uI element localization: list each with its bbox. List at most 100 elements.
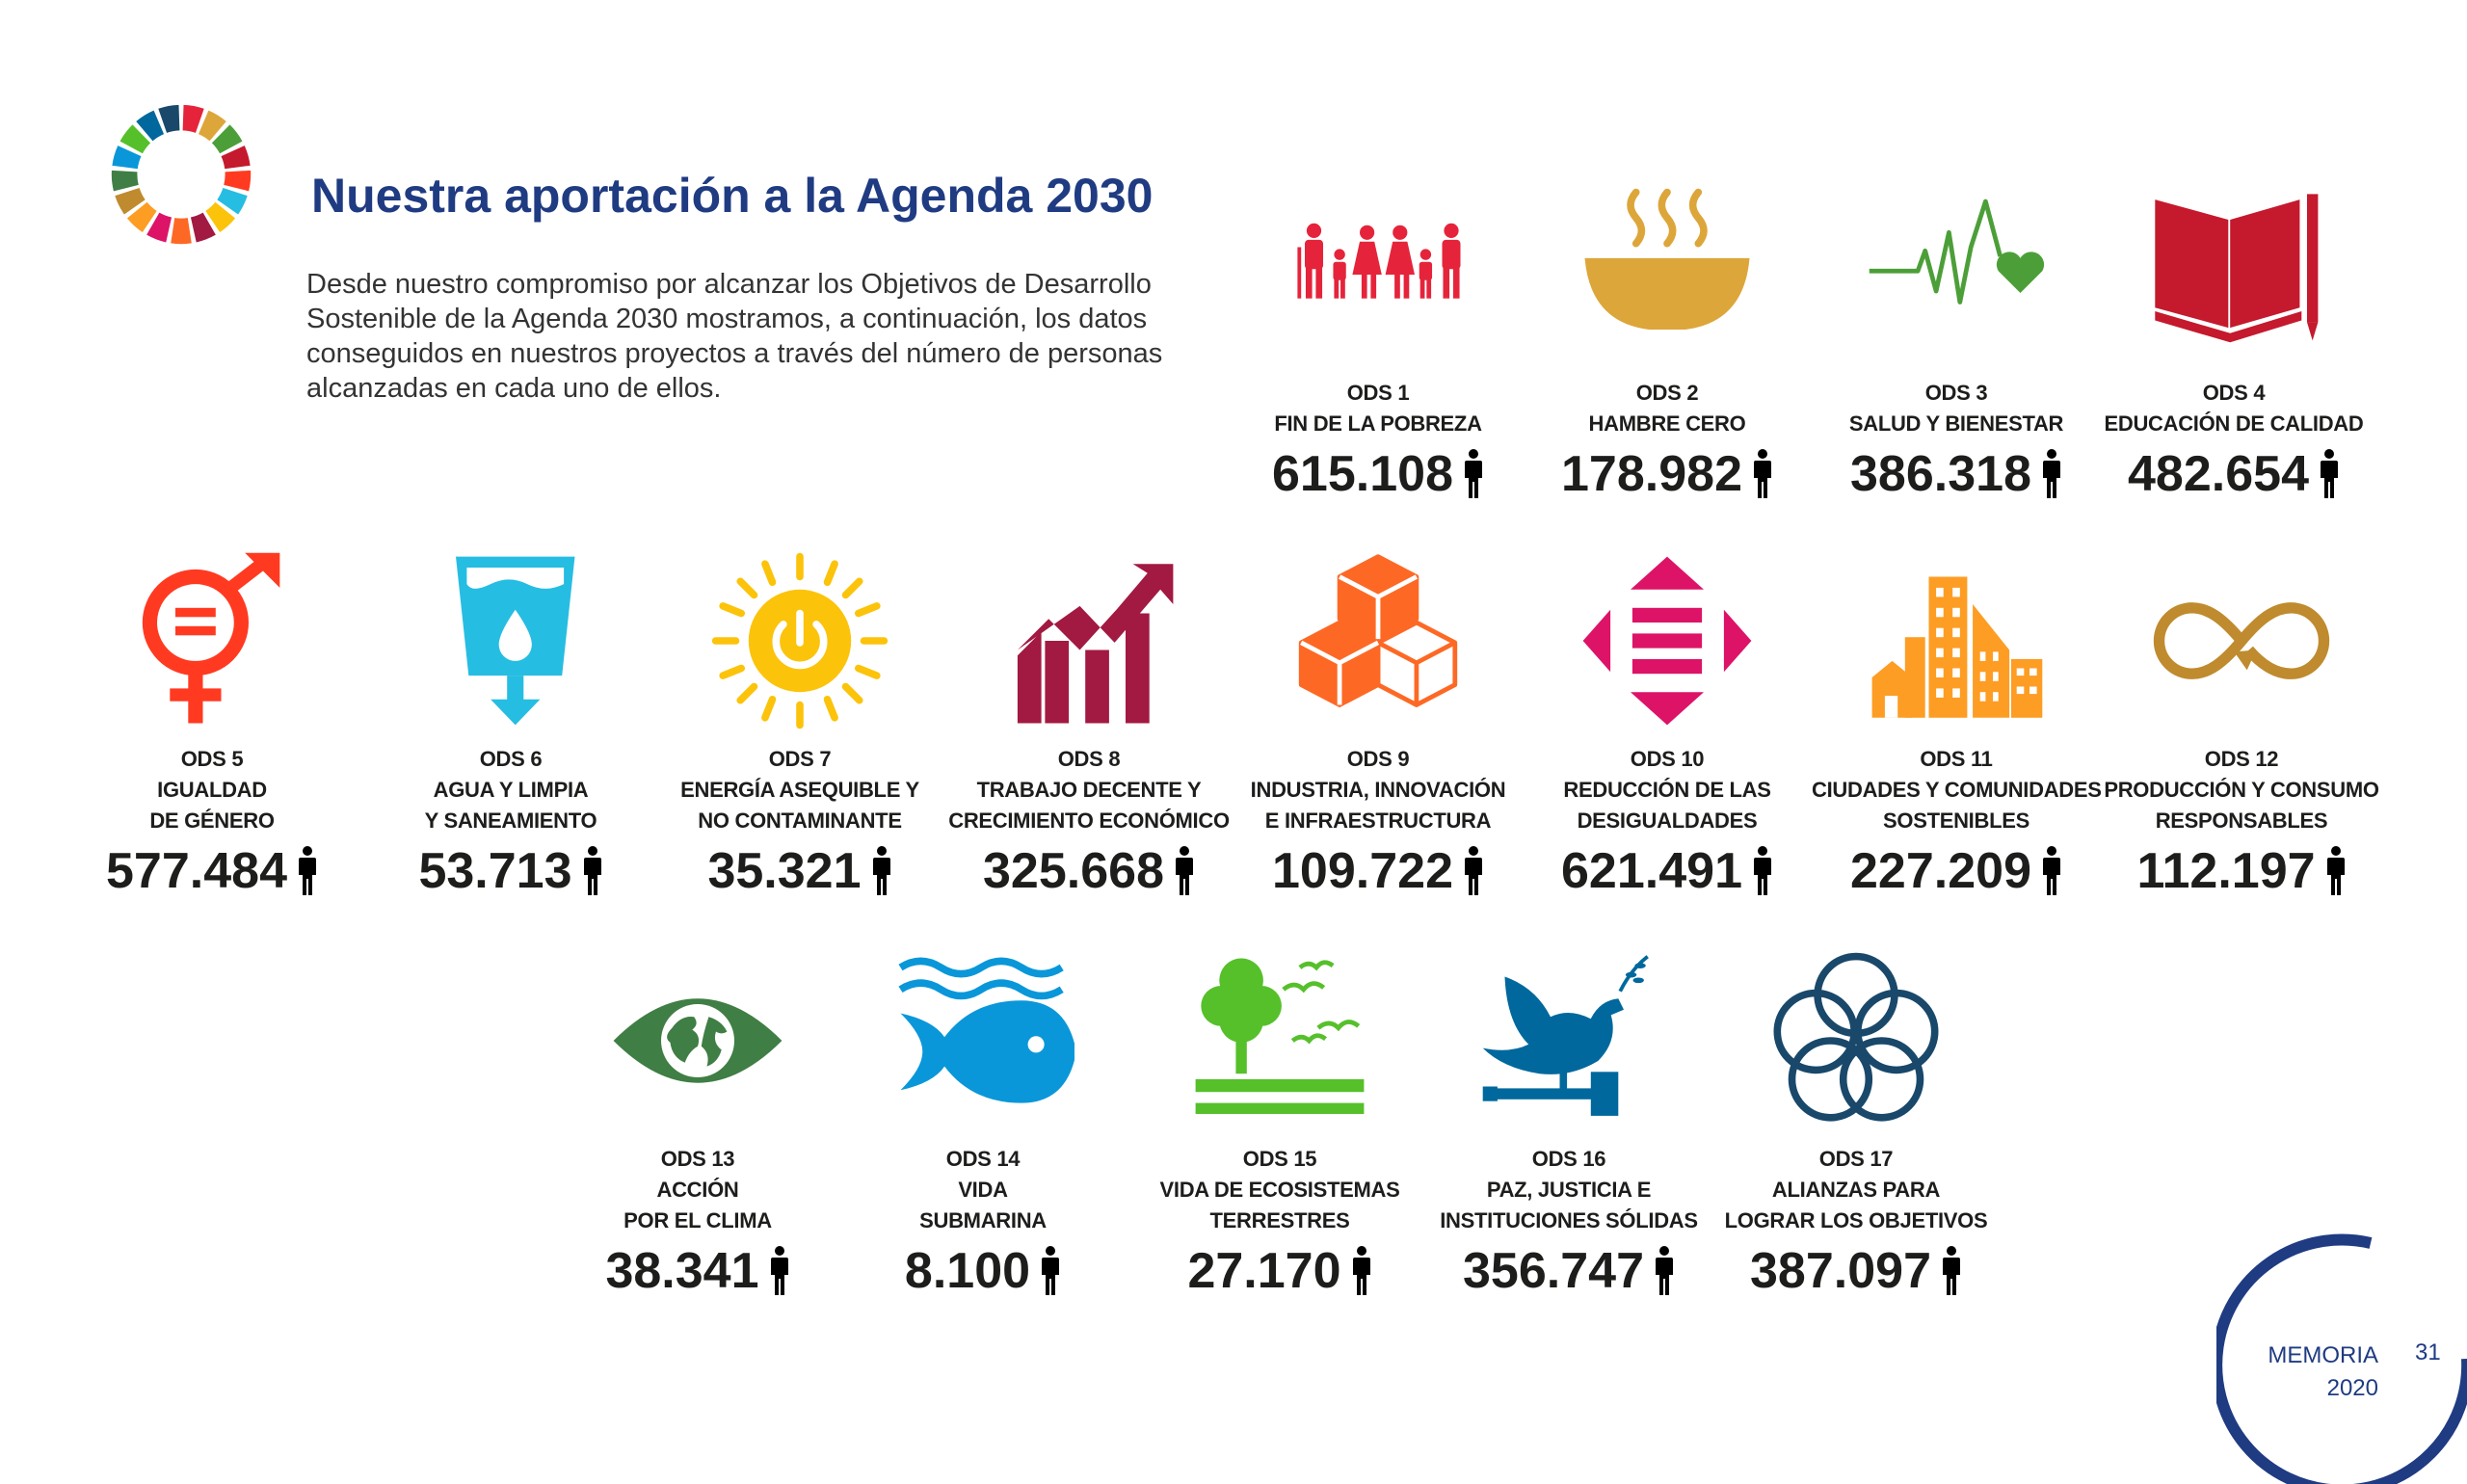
- sdg-code: ODS 8: [1057, 747, 1121, 771]
- sdg-name: SALUD Y BIENESTAR: [1848, 411, 2064, 436]
- sdg-card-17: ODS 17 ALIANZAS PARA LOGRAR LOS OBJETIVO…: [1711, 949, 2001, 1298]
- people-reached-value: 109.722: [1272, 843, 1453, 899]
- dove-gavel-icon: [1482, 955, 1649, 1116]
- wheel-segment: [190, 212, 216, 243]
- sdg-card-15: ODS 15 VIDA DE ECOSISTEMAS TERRESTRES 27…: [1135, 949, 1424, 1298]
- sdg-name: HAMBRE CERO: [1588, 411, 1746, 436]
- sdg-name: PRODUCCIÓN Y CONSUMO: [2104, 778, 2379, 802]
- people-reached-value: 178.982: [1561, 446, 1742, 502]
- sdg-card-1: ODS 1 FIN DE LA POBREZA 615.108: [1234, 183, 1523, 501]
- wheel-segment: [217, 188, 248, 215]
- wheel-segment: [171, 218, 192, 245]
- tree-birds-icon: [1195, 958, 1365, 1114]
- sdg-code: ODS 16: [1531, 1147, 1606, 1171]
- wheel-segment: [115, 188, 146, 215]
- person-icon: [1351, 1245, 1372, 1297]
- sdg-name: Y SANEAMIENTO: [424, 808, 597, 833]
- person-icon: [2041, 448, 2062, 500]
- memoria-label: MEMORIA 2020: [2268, 1339, 2378, 1405]
- sdg-card-5: ODS 5 IGUALDAD DE GÉNERO 577.484: [67, 549, 357, 898]
- memoria-ring-decoration: [2216, 1233, 2467, 1484]
- sdg-card-9: ODS 9 INDUSTRIA, INNOVACIÓN E INFRAESTRU…: [1234, 549, 1523, 898]
- person-icon: [297, 845, 318, 897]
- sdg-card-11: ODS 11 CIUDADES Y COMUNIDADES SOSTENIBLE…: [1812, 549, 2102, 898]
- sun-power-icon: [711, 552, 889, 729]
- sdg-name: DESIGUALDADES: [1577, 808, 1758, 833]
- person-icon: [1654, 1245, 1675, 1297]
- people-reached-value: 621.491: [1561, 843, 1742, 899]
- sdg-name: EDUCACIÓN DE CALIDAD: [2104, 411, 2364, 436]
- person-icon: [1941, 1245, 1962, 1297]
- person-icon: [1040, 1245, 1061, 1297]
- sdg-name: SUBMARINA: [919, 1208, 1047, 1232]
- sdg-name: ALIANZAS PARA: [1771, 1178, 1941, 1202]
- book-icon: [2155, 194, 2319, 343]
- wheel-segment: [112, 146, 142, 170]
- person-icon: [1752, 448, 1773, 500]
- sdg-code: ODS 4: [2202, 381, 2266, 405]
- wheel-segment: [126, 201, 157, 233]
- wheel-segment: [205, 201, 236, 233]
- people-reached-value: 577.484: [106, 843, 287, 899]
- people-reached-value: 615.108: [1272, 446, 1453, 502]
- sdg-card-12: ODS 12 PRODUCCIÓN Y CONSUMO RESPONSABLES…: [2097, 549, 2386, 898]
- sdg-code: ODS 14: [945, 1147, 1021, 1171]
- people-reached-value: 38.341: [605, 1243, 759, 1299]
- gender-icon: [142, 552, 280, 724]
- sdg-name: ACCIÓN: [656, 1178, 739, 1202]
- sdg-name: DE GÉNERO: [149, 808, 275, 833]
- people-reached-value: 482.654: [2128, 446, 2309, 502]
- sdg-card-2: ODS 2 HAMBRE CERO 178.982: [1523, 183, 1812, 501]
- sdg-name: LOGRAR LOS OBJETIVOS: [1724, 1208, 1988, 1232]
- sdg-card-8: ODS 8 TRABAJO DECENTE Y CRECIMIENTO ECON…: [944, 549, 1234, 898]
- memoria-title: MEMORIA: [2268, 1342, 2378, 1368]
- wheel-segment: [211, 124, 243, 154]
- person-icon: [769, 1245, 790, 1297]
- sdg-name: ENERGÍA ASEQUIBLE Y: [680, 778, 919, 802]
- wheel-segment: [158, 104, 180, 133]
- wheel-segment: [198, 110, 226, 142]
- sdg-code: ODS 5: [180, 747, 244, 771]
- equality-arrows-icon: [1582, 556, 1752, 726]
- wheel-segment: [224, 170, 252, 192]
- person-icon: [582, 845, 603, 897]
- sdg-name: NO CONTAMINANTE: [698, 808, 902, 833]
- sdg-code: ODS 11: [1920, 747, 1993, 771]
- wheel-segment: [136, 110, 165, 142]
- person-icon: [1463, 448, 1484, 500]
- sdg-name: POR EL CLIMA: [623, 1208, 772, 1232]
- earth-eye-icon: [613, 998, 783, 1083]
- sdg-code: ODS 13: [660, 1147, 735, 1171]
- sdg-name: PAZ, JUSTICIA E: [1486, 1178, 1652, 1202]
- sdg-code: ODS 7: [768, 747, 832, 771]
- sdg-name: INDUSTRIA, INNOVACIÓN: [1250, 778, 1506, 802]
- page-title: Nuestra aportación a la Agenda 2030: [311, 169, 1154, 223]
- sdg-card-16: ODS 16 PAZ, JUSTICIA E INSTITUCIONES SÓL…: [1424, 949, 1713, 1298]
- sdg-name: SOSTENIBLES: [1883, 808, 2029, 833]
- sdg-code: ODS 15: [1242, 1147, 1317, 1171]
- sdg-name: CRECIMIENTO ECONÓMICO: [948, 808, 1230, 833]
- sdg-code: ODS 12: [2204, 747, 2279, 771]
- people-reached-value: 27.170: [1187, 1243, 1341, 1299]
- person-icon: [1174, 845, 1195, 897]
- people-reached-value: 112.197: [2136, 843, 2316, 899]
- growth-chart-icon: [1017, 564, 1174, 724]
- people-reached-value: 356.747: [1463, 1243, 1644, 1299]
- sdg-code: ODS 1: [1346, 381, 1410, 405]
- sdg-card-10: ODS 10 REDUCCIÓN DE LAS DESIGUALDADES 62…: [1523, 549, 1812, 898]
- cubes-icon: [1298, 554, 1458, 707]
- sdg-card-3: ODS 3 SALUD Y BIENESTAR 386.318: [1812, 183, 2101, 501]
- rings-icon: [1773, 952, 1939, 1122]
- wheel-segment: [111, 170, 139, 192]
- people-reached-value: 387.097: [1750, 1243, 1931, 1299]
- page-number: 31: [2415, 1339, 2441, 1365]
- sdg-name: REDUCCIÓN DE LAS: [1563, 778, 1771, 802]
- intro-paragraph: Desde nuestro compromiso por alcanzar lo…: [306, 269, 1163, 404]
- sdg-card-14: ODS 14 VIDA SUBMARINA 8.100: [838, 949, 1127, 1298]
- person-icon: [2325, 845, 2347, 897]
- fish-icon: [898, 957, 1074, 1103]
- memoria-year: 2020: [2326, 1375, 2378, 1401]
- people-reached-value: 8.100: [904, 1243, 1031, 1299]
- heartbeat-icon: [1869, 199, 2045, 305]
- sdg-name: E INFRAESTRUCTURA: [1264, 808, 1492, 833]
